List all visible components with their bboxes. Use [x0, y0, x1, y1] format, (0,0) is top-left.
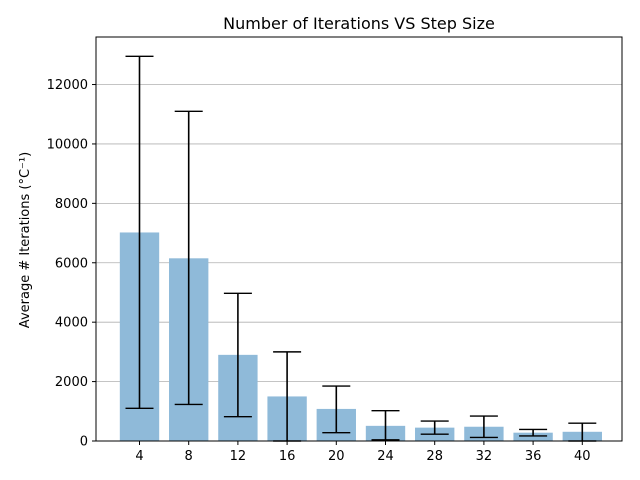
x-tick-label-8: 8 [185, 449, 193, 464]
error-bar-28 [420, 420, 449, 435]
plot-frame [95, 36, 623, 442]
y-tick-label-2: 4000 [55, 316, 88, 331]
x-tick-label-20: 20 [328, 449, 345, 464]
y-tick-label-0: 0 [80, 435, 88, 450]
error-bar-32 [469, 415, 498, 439]
x-tick-label-16: 16 [279, 449, 296, 464]
y-tick-label-5: 10000 [47, 137, 88, 152]
y-axis-ticks: 0 2000 4000 6000 8000 10000 12000 [47, 78, 96, 450]
bar-36 [513, 432, 553, 441]
x-tick-label-32: 32 [476, 449, 493, 464]
x-tick-label-40: 40 [574, 449, 591, 464]
error-bar-24 [371, 410, 400, 441]
x-tick-label-24: 24 [377, 449, 394, 464]
y-axis-label: Average # Iterations (°C⁻¹) [18, 152, 33, 328]
y-tick-label-1: 2000 [55, 375, 88, 390]
chart-title: Number of Iterations VS Step Size [223, 14, 495, 33]
axes [95, 36, 623, 442]
y-tick-label-4: 8000 [55, 197, 88, 212]
y-tick-label-6: 12000 [47, 78, 88, 93]
y-tick-label-3: 6000 [55, 256, 88, 271]
x-tick-label-28: 28 [426, 449, 443, 464]
x-tick-label-12: 12 [230, 449, 247, 464]
error-bar-4 [125, 55, 154, 410]
error-bar-20 [322, 385, 351, 434]
error-bar-8 [174, 110, 203, 406]
x-axis-ticks: 4 8 12 16 20 24 28 32 36 40 [135, 441, 591, 464]
x-tick-label-36: 36 [525, 449, 542, 464]
error-bar-36 [519, 428, 548, 437]
error-bar-12 [223, 292, 252, 418]
bars [119, 232, 602, 441]
x-tick-label-4: 4 [135, 449, 143, 464]
